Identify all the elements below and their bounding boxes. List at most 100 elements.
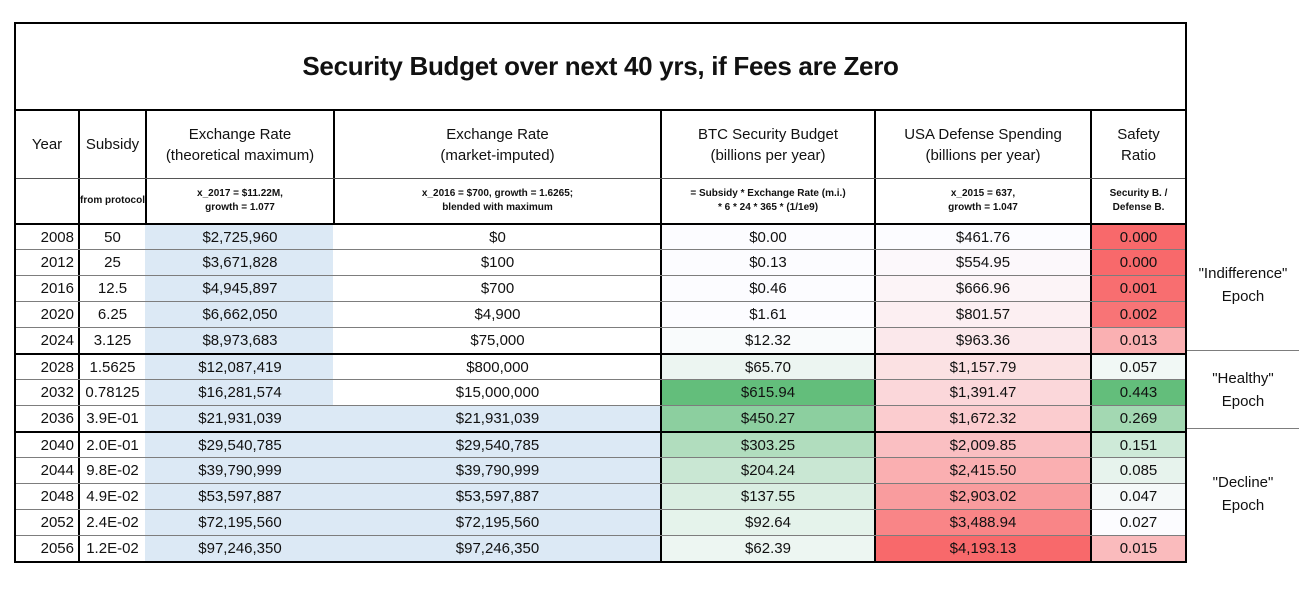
cell-exchange-rate-max: $2,725,960 bbox=[145, 225, 333, 249]
table-row: 2012 25 $3,671,828 $100 $0.13 $554.95 0.… bbox=[16, 249, 1185, 275]
cell-btc-budget: $92.64 bbox=[660, 510, 874, 535]
cell-safety-ratio: 0.047 bbox=[1090, 484, 1185, 509]
cell-exchange-rate-max: $4,945,897 bbox=[145, 276, 333, 301]
col-header-exchange-rate-max: Exchange Rate (theoretical maximum) bbox=[145, 111, 333, 178]
cell-subsidy: 4.9E-02 bbox=[78, 484, 145, 509]
cell-subsidy: 9.8E-02 bbox=[78, 458, 145, 483]
col-header-safety-ratio: Safety Ratio bbox=[1090, 111, 1185, 178]
cell-exchange-rate-market: $39,790,999 bbox=[333, 458, 660, 483]
cell-exchange-rate-market: $800,000 bbox=[333, 355, 660, 379]
table-row: 2008 50 $2,725,960 $0 $0.00 $461.76 0.00… bbox=[16, 223, 1185, 249]
cell-exchange-rate-market: $72,195,560 bbox=[333, 510, 660, 535]
cell-year: 2016 bbox=[40, 280, 74, 297]
cell-usa-defense: $1,157.79 bbox=[874, 355, 1090, 379]
cell-usa-defense: $2,009.85 bbox=[874, 433, 1090, 457]
table-title-row: Security Budget over next 40 yrs, if Fee… bbox=[16, 24, 1185, 109]
cell-year: 2044 bbox=[40, 462, 74, 479]
cell-year: 2012 bbox=[40, 254, 74, 271]
table-row: 2052 2.4E-02 $72,195,560 $72,195,560 $92… bbox=[16, 509, 1185, 535]
formula-exchange-rate-max: x_2017 = $11.22M, growth = 1.077 bbox=[145, 179, 333, 223]
table-row: 2020 6.25 $6,662,050 $4,900 $1.61 $801.5… bbox=[16, 301, 1185, 327]
formula-safety-ratio: Security B. / Defense B. bbox=[1090, 179, 1185, 223]
table-row: 2024 3.125 $8,973,683 $75,000 $12.32 $96… bbox=[16, 327, 1185, 353]
epoch-label-healthy: "Healthy" Epoch bbox=[1187, 350, 1299, 428]
cell-exchange-rate-market: $700 bbox=[333, 276, 660, 301]
cell-usa-defense: $1,391.47 bbox=[874, 380, 1090, 405]
cell-exchange-rate-market: $53,597,887 bbox=[333, 484, 660, 509]
cell-usa-defense: $801.57 bbox=[874, 302, 1090, 327]
formula-usa-defense: x_2015 = 637, growth = 1.047 bbox=[874, 179, 1090, 223]
table-row: 2032 0.78125 $16,281,574 $15,000,000 $61… bbox=[16, 379, 1185, 405]
cell-exchange-rate-max: $12,087,419 bbox=[145, 355, 333, 379]
table-title: Security Budget over next 40 yrs, if Fee… bbox=[302, 51, 899, 81]
cell-exchange-rate-market: $75,000 bbox=[333, 328, 660, 353]
cell-btc-budget: $0.00 bbox=[660, 225, 874, 249]
cell-exchange-rate-market: $4,900 bbox=[333, 302, 660, 327]
epoch-label-indifference: "Indifference" Epoch bbox=[1187, 220, 1299, 350]
cell-exchange-rate-market: $97,246,350 bbox=[333, 536, 660, 561]
col-header-year: Year bbox=[31, 136, 63, 153]
cell-btc-budget: $62.39 bbox=[660, 536, 874, 561]
cell-btc-budget: $0.46 bbox=[660, 276, 874, 301]
cell-safety-ratio: 0.027 bbox=[1090, 510, 1185, 535]
formula-row: from protocol x_2017 = $11.22M, growth =… bbox=[16, 178, 1185, 223]
cell-exchange-rate-max: $6,662,050 bbox=[145, 302, 333, 327]
table-row: 2056 1.2E-02 $97,246,350 $97,246,350 $62… bbox=[16, 535, 1185, 561]
cell-exchange-rate-market: $15,000,000 bbox=[333, 380, 660, 405]
table-row: 2044 9.8E-02 $39,790,999 $39,790,999 $20… bbox=[16, 457, 1185, 483]
cell-usa-defense: $963.36 bbox=[874, 328, 1090, 353]
col-header-subsidy: Subsidy bbox=[78, 111, 145, 178]
cell-safety-ratio: 0.013 bbox=[1090, 328, 1185, 353]
cell-safety-ratio: 0.001 bbox=[1090, 276, 1185, 301]
col-header-exchange-rate-market: Exchange Rate (market-imputed) bbox=[333, 111, 660, 178]
cell-safety-ratio: 0.443 bbox=[1090, 380, 1185, 405]
cell-usa-defense: $4,193.13 bbox=[874, 536, 1090, 561]
cell-btc-budget: $450.27 bbox=[660, 406, 874, 431]
cell-btc-budget: $0.13 bbox=[660, 250, 874, 275]
cell-safety-ratio: 0.151 bbox=[1090, 433, 1185, 457]
cell-safety-ratio: 0.002 bbox=[1090, 302, 1185, 327]
cell-exchange-rate-max: $8,973,683 bbox=[145, 328, 333, 353]
cell-year: 2048 bbox=[40, 488, 74, 505]
cell-subsidy: 0.78125 bbox=[78, 380, 145, 405]
cell-btc-budget: $1.61 bbox=[660, 302, 874, 327]
cell-subsidy: 2.4E-02 bbox=[78, 510, 145, 535]
cell-btc-budget: $12.32 bbox=[660, 328, 874, 353]
cell-safety-ratio: 0.000 bbox=[1090, 250, 1185, 275]
cell-exchange-rate-max: $3,671,828 bbox=[145, 250, 333, 275]
cell-subsidy: 2.0E-01 bbox=[78, 433, 145, 457]
cell-subsidy: 1.5625 bbox=[78, 355, 145, 379]
table-row: 2048 4.9E-02 $53,597,887 $53,597,887 $13… bbox=[16, 483, 1185, 509]
cell-btc-budget: $615.94 bbox=[660, 380, 874, 405]
cell-safety-ratio: 0.269 bbox=[1090, 406, 1185, 431]
cell-exchange-rate-market: $0 bbox=[333, 225, 660, 249]
epoch-label-decline: "Decline" Epoch bbox=[1187, 428, 1299, 558]
cell-safety-ratio: 0.000 bbox=[1090, 225, 1185, 249]
cell-year: 2056 bbox=[40, 540, 74, 557]
cell-year: 2052 bbox=[40, 514, 74, 531]
cell-year: 2008 bbox=[40, 228, 74, 246]
cell-exchange-rate-max: $39,790,999 bbox=[145, 458, 333, 483]
table-row: 2040 2.0E-01 $29,540,785 $29,540,785 $30… bbox=[16, 431, 1185, 457]
formula-subsidy: from protocol bbox=[78, 179, 145, 223]
cell-exchange-rate-max: $21,931,039 bbox=[145, 406, 333, 431]
cell-year: 2040 bbox=[40, 436, 74, 454]
cell-safety-ratio: 0.085 bbox=[1090, 458, 1185, 483]
cell-btc-budget: $303.25 bbox=[660, 433, 874, 457]
cell-year: 2028 bbox=[40, 358, 74, 376]
cell-subsidy: 1.2E-02 bbox=[78, 536, 145, 561]
table-row: 2028 1.5625 $12,087,419 $800,000 $65.70 … bbox=[16, 353, 1185, 379]
cell-subsidy: 25 bbox=[78, 250, 145, 275]
cell-subsidy: 3.9E-01 bbox=[78, 406, 145, 431]
cell-year: 2036 bbox=[40, 410, 74, 427]
cell-usa-defense: $2,903.02 bbox=[874, 484, 1090, 509]
cell-usa-defense: $2,415.50 bbox=[874, 458, 1090, 483]
cell-subsidy: 12.5 bbox=[78, 276, 145, 301]
cell-exchange-rate-max: $53,597,887 bbox=[145, 484, 333, 509]
cell-usa-defense: $461.76 bbox=[874, 225, 1090, 249]
cell-safety-ratio: 0.015 bbox=[1090, 536, 1185, 561]
cell-usa-defense: $1,672.32 bbox=[874, 406, 1090, 431]
col-header-btc-budget: BTC Security Budget (billions per year) bbox=[660, 111, 874, 178]
cell-safety-ratio: 0.057 bbox=[1090, 355, 1185, 379]
